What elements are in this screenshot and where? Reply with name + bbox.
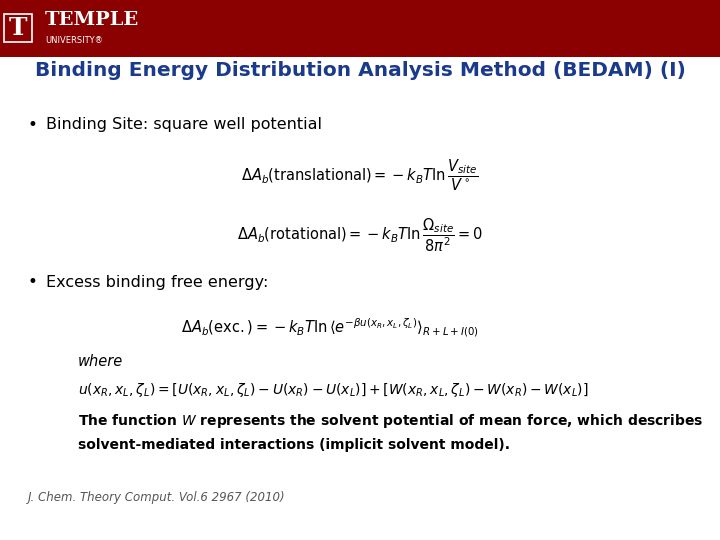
Text: •: • (28, 116, 38, 134)
Bar (0, 0, 720, 57)
Text: where: where (78, 354, 123, 369)
Text: TEMPLE: TEMPLE (45, 11, 139, 29)
Text: J. Chem. Theory Comput. Vol.6 2967 (2010): J. Chem. Theory Comput. Vol.6 2967 (2010… (28, 491, 286, 504)
Text: Excess binding free energy:: Excess binding free energy: (46, 274, 269, 289)
Text: T: T (9, 16, 27, 40)
Text: Binding Energy Distribution Analysis Method (BEDAM) (I): Binding Energy Distribution Analysis Met… (35, 60, 685, 79)
Text: $\Delta A_b(\mathrm{exc.}) = -k_B T \ln \left\langle e^{-\beta u(x_R, x_L, \zeta: $\Delta A_b(\mathrm{exc.}) = -k_B T \ln … (181, 317, 479, 339)
Text: $u(x_R,x_L,\zeta_L) = [U(x_R,x_L,\zeta_L)-U(x_R)-U(x_L)]+[W(x_R,x_L,\zeta_L)-W(x: $u(x_R,x_L,\zeta_L) = [U(x_R,x_L,\zeta_L… (78, 381, 589, 399)
Text: •: • (28, 273, 38, 291)
Text: $\Delta A_b(\mathrm{rotational}) = -k_B T \ln \dfrac{\Omega_{site}}{8\pi^2} = 0$: $\Delta A_b(\mathrm{rotational}) = -k_B … (237, 216, 483, 254)
Text: The function $W$ represents the solvent potential of mean force, which describes: The function $W$ represents the solvent … (78, 413, 703, 451)
Text: Binding Site: square well potential: Binding Site: square well potential (46, 118, 322, 132)
Text: $\Delta A_b(\mathrm{translational}) = -k_B T \ln \dfrac{V_{site}}{V^\circ}$: $\Delta A_b(\mathrm{translational}) = -k… (241, 157, 479, 193)
Text: UNIVERSITY®: UNIVERSITY® (45, 36, 103, 45)
